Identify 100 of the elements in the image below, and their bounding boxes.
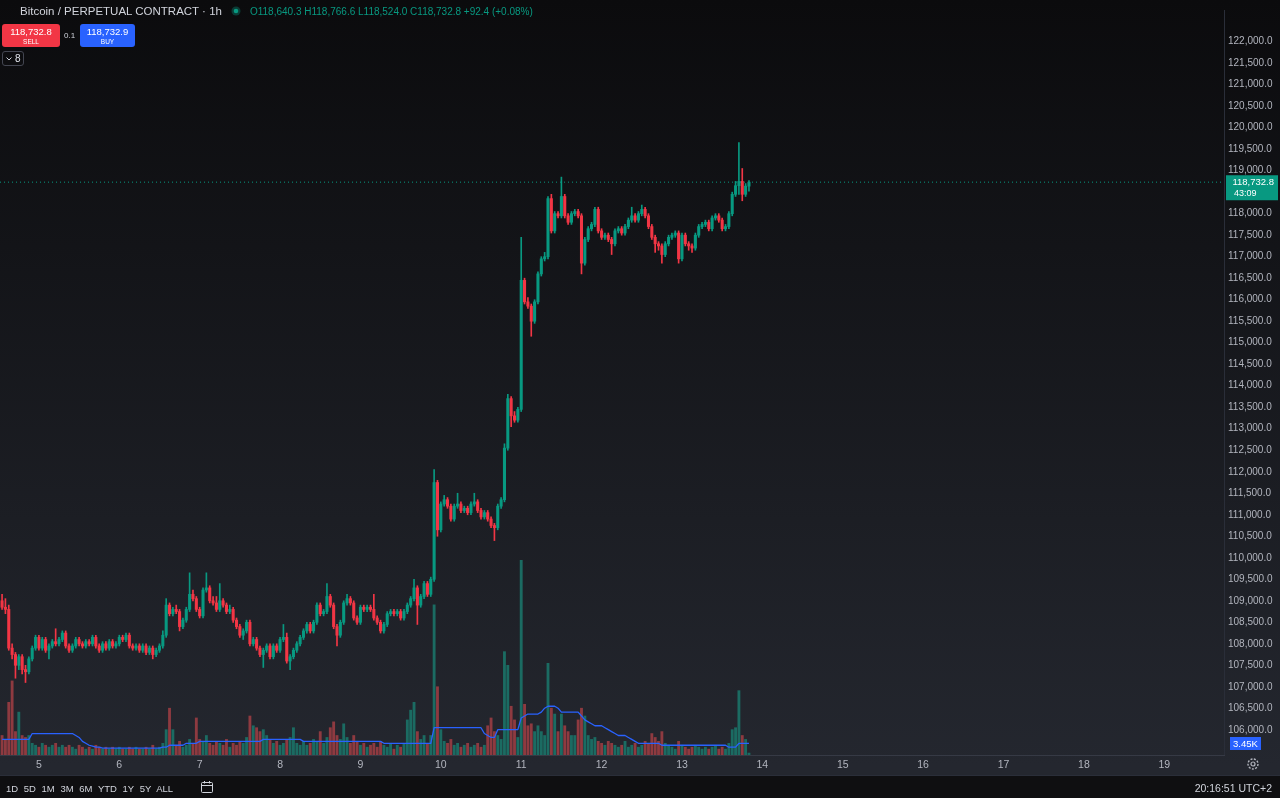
bar bbox=[54, 742, 58, 755]
bar bbox=[228, 746, 232, 755]
text: 1D 5D 1M 3M 6M YTD 1Y 5Y ALL bbox=[6, 783, 174, 794]
bar bbox=[379, 741, 382, 755]
bar bbox=[740, 735, 744, 755]
text: 3.45K bbox=[1230, 737, 1261, 750]
bar bbox=[154, 748, 158, 755]
y-tick-label: 116,000.0 bbox=[1228, 293, 1273, 305]
bar bbox=[737, 690, 741, 755]
bar bbox=[503, 651, 506, 755]
bar bbox=[389, 742, 393, 755]
bar bbox=[365, 746, 369, 755]
bar bbox=[27, 735, 31, 755]
y-tick-label: 117,500.0 bbox=[1228, 228, 1273, 240]
bar bbox=[426, 742, 429, 755]
x-tick-label: 9 bbox=[357, 758, 364, 771]
bar bbox=[456, 742, 459, 755]
bar bbox=[415, 731, 419, 755]
bar bbox=[24, 737, 27, 755]
y-tick-label: 107,500.0 bbox=[1228, 659, 1273, 671]
bar bbox=[436, 686, 439, 755]
bar bbox=[573, 735, 577, 755]
bar bbox=[744, 739, 748, 755]
text: 20:16:51 UTC+2 bbox=[1194, 782, 1272, 794]
bar bbox=[650, 733, 654, 755]
bar bbox=[553, 713, 557, 755]
y-tick-label: 117,000.0 bbox=[1228, 250, 1273, 262]
y-tick-label: 121,000.0 bbox=[1228, 78, 1273, 90]
ref-line-label: 118,732.8 bbox=[1232, 175, 1274, 187]
bar bbox=[372, 742, 376, 755]
y-tick-label: 119,500.0 bbox=[1228, 142, 1273, 154]
y-tick-label: 110,000.0 bbox=[1228, 551, 1273, 563]
y-tick-label: 115,000.0 bbox=[1228, 336, 1273, 348]
x-tick-label: 18 bbox=[1078, 758, 1090, 771]
x-tick-label: 10 bbox=[434, 758, 447, 771]
x-tick-label: 14 bbox=[756, 758, 769, 771]
y-tick-label: 118,000.0 bbox=[1228, 207, 1273, 219]
bar bbox=[10, 680, 14, 755]
bar bbox=[439, 729, 443, 755]
bar bbox=[382, 744, 386, 755]
x-tick-label: 13 bbox=[676, 758, 688, 771]
y-tick-label: 114,500.0 bbox=[1228, 357, 1273, 369]
bar bbox=[40, 742, 44, 755]
bar bbox=[255, 727, 259, 755]
bar bbox=[235, 744, 238, 755]
bar bbox=[318, 731, 322, 755]
x-tick-label: 19 bbox=[1158, 758, 1171, 771]
y-tick-label: 121,500.0 bbox=[1228, 56, 1273, 68]
bar bbox=[332, 721, 336, 755]
x-tick-label: 15 bbox=[836, 758, 849, 771]
bar bbox=[476, 742, 480, 755]
bar bbox=[714, 744, 717, 755]
bar bbox=[432, 604, 436, 755]
bar bbox=[395, 744, 399, 755]
bar bbox=[637, 746, 640, 755]
y-tick-label: 108,500.0 bbox=[1228, 616, 1273, 628]
bar bbox=[523, 703, 526, 755]
bar bbox=[419, 739, 423, 755]
bar bbox=[81, 746, 84, 755]
y-tick-label: 120,000.0 bbox=[1228, 121, 1273, 133]
y-tick-label: 122,000.0 bbox=[1228, 35, 1273, 47]
bar bbox=[730, 729, 734, 755]
bar bbox=[245, 737, 248, 755]
bar bbox=[302, 741, 305, 755]
x-tick-label: 11 bbox=[515, 758, 527, 771]
bar bbox=[529, 723, 533, 755]
y-tick-label: 106,500.0 bbox=[1228, 702, 1273, 714]
bar bbox=[292, 727, 295, 755]
bar bbox=[164, 729, 168, 755]
bar bbox=[496, 735, 500, 755]
bar bbox=[342, 723, 346, 755]
chart-title: Bitcoin / PERPETUAL CONTRACT · 1h bbox=[20, 5, 222, 17]
y-tick-label: 115,500.0 bbox=[1228, 314, 1273, 326]
bar bbox=[91, 748, 94, 755]
bar bbox=[17, 711, 21, 755]
bar bbox=[660, 731, 664, 755]
bar bbox=[194, 717, 198, 755]
bar bbox=[519, 560, 523, 755]
y-tick-label: 110,500.0 bbox=[1228, 530, 1273, 542]
bar bbox=[667, 744, 671, 755]
annotation: 8 bbox=[15, 52, 21, 65]
bar bbox=[214, 741, 218, 755]
bar bbox=[352, 735, 356, 755]
bar bbox=[362, 742, 366, 755]
bar bbox=[20, 735, 24, 755]
bar bbox=[375, 746, 379, 755]
y-tick-label: 107,000.0 bbox=[1228, 680, 1273, 692]
x-tick-label: 6 bbox=[116, 758, 123, 771]
bar bbox=[251, 725, 255, 755]
bar bbox=[549, 707, 553, 755]
bar bbox=[359, 744, 362, 755]
bar bbox=[583, 715, 587, 755]
bar bbox=[466, 742, 470, 755]
bar bbox=[208, 742, 212, 755]
y-tick-label: 113,000.0 bbox=[1228, 422, 1273, 434]
bar bbox=[593, 737, 597, 755]
bar bbox=[248, 715, 252, 755]
bar bbox=[670, 746, 674, 755]
bar bbox=[385, 746, 389, 755]
bar bbox=[312, 739, 315, 755]
